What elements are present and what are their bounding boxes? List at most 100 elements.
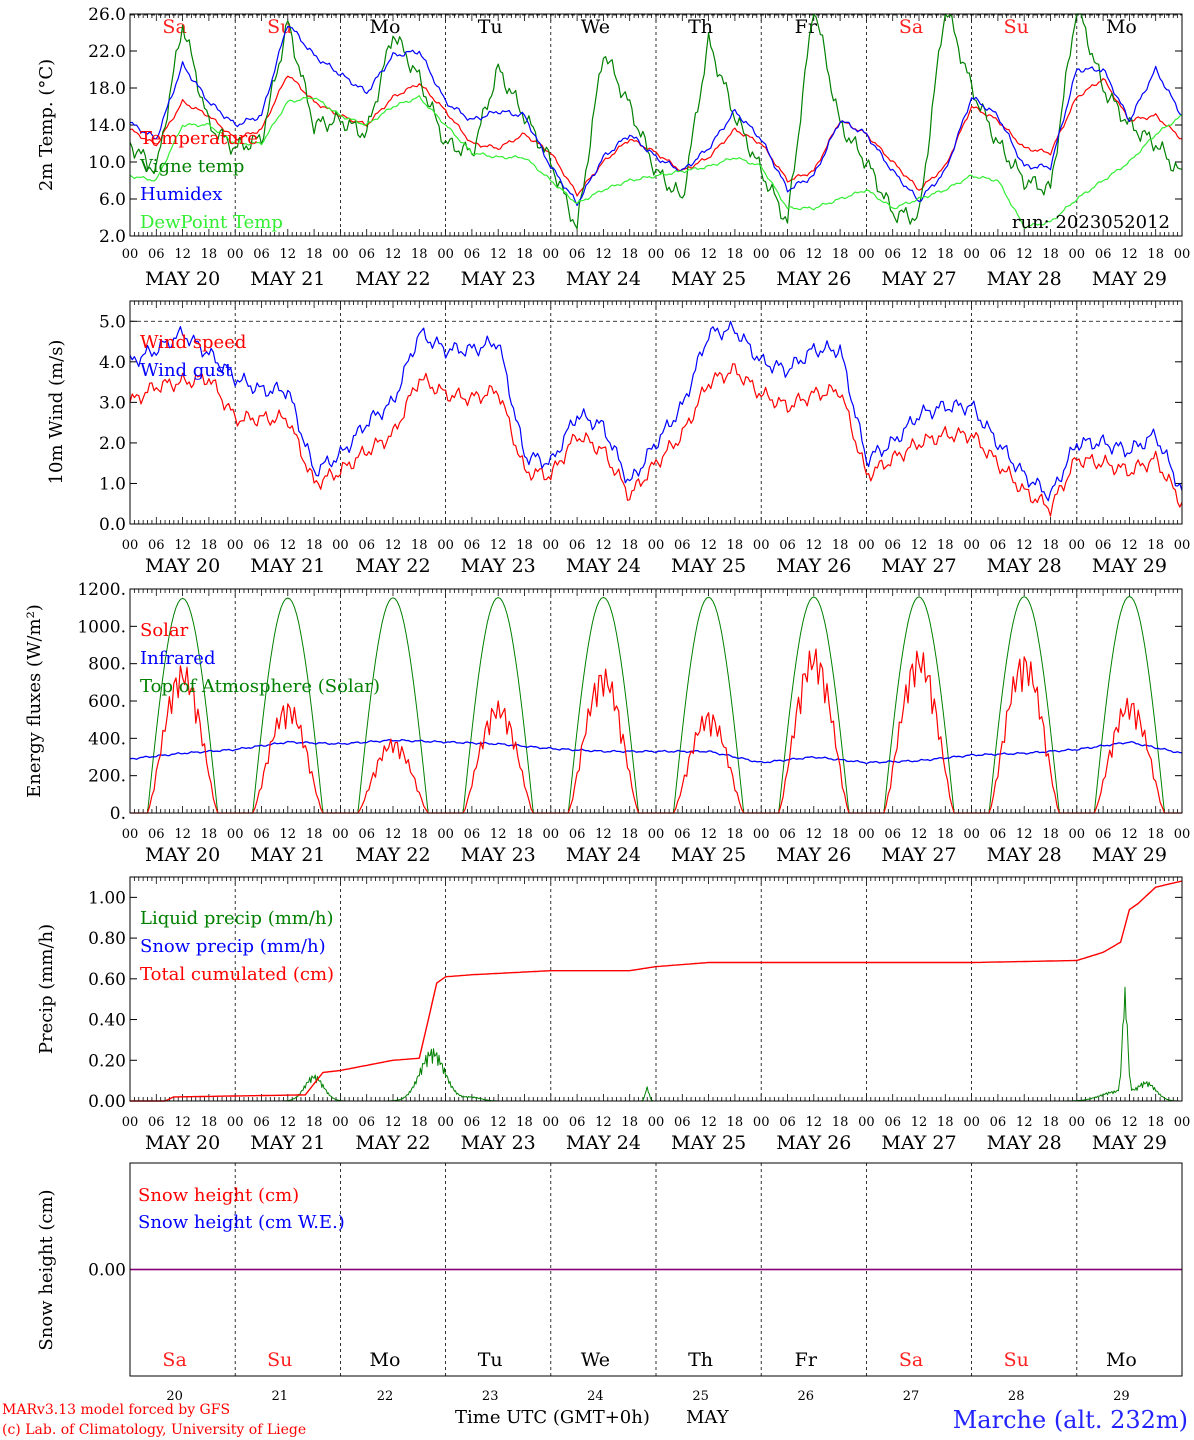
hour-tick-label: 00	[963, 247, 980, 262]
series-temperature	[129, 75, 1183, 197]
hour-tick-label: 12	[1121, 538, 1138, 553]
hour-tick-label: 18	[1147, 1115, 1164, 1130]
hour-tick-label: 18	[516, 827, 533, 842]
hour-tick-label: 00	[858, 827, 875, 842]
day-abbr: We	[581, 1349, 610, 1371]
footer: MARv3.13 model forced by GFS (c) Lab. of…	[2, 1402, 1188, 1438]
y-tick-label: 1.00	[88, 888, 126, 908]
hour-tick-label: 06	[253, 247, 270, 262]
hour-tick-label: 00	[437, 1115, 454, 1130]
y-tick-label: 14.0	[88, 116, 126, 136]
model-credit: MARv3.13 model forced by GFS	[2, 1402, 230, 1418]
hour-tick-label: 06	[358, 1115, 375, 1130]
y-tick-label: 0.00	[88, 1261, 126, 1281]
day-abbr: Su	[1004, 16, 1029, 38]
hour-tick-label: 06	[569, 538, 586, 553]
hour-tick-label: 18	[832, 827, 849, 842]
day-abbr: Mo	[1106, 1349, 1137, 1371]
hour-tick-label: 18	[411, 827, 428, 842]
hour-tick-label: 18	[1042, 538, 1059, 553]
hour-tick-label: 00	[858, 538, 875, 553]
hour-tick-label: 06	[464, 827, 481, 842]
date-label: MAY 24	[566, 1132, 641, 1154]
date-label: MAY 28	[987, 844, 1062, 866]
wind-y-axis-label: 10m Wind (m/s)	[46, 340, 67, 485]
hour-tick-label: 06	[779, 247, 796, 262]
series-vigne-temp	[129, 13, 1183, 230]
legend-vigne-temp: Vigne temp	[139, 156, 244, 177]
hour-tick-label: 18	[1147, 827, 1164, 842]
day-number: 27	[903, 1389, 920, 1404]
hour-tick-label: 06	[358, 827, 375, 842]
hour-tick-label: 06	[253, 538, 270, 553]
hour-tick-label: 06	[358, 538, 375, 553]
day-abbr: Sa	[899, 1349, 923, 1371]
date-label: MAY 28	[987, 268, 1062, 290]
hour-tick-label: 06	[148, 827, 165, 842]
energy-panel: 0. 200. 400. 600. 800. 1000. 1200. 00 06 12 18 MAY …	[24, 580, 1190, 866]
hour-tick-label: 12	[700, 1115, 717, 1130]
hour-tick-label: 06	[674, 538, 691, 553]
day-number: 26	[798, 1389, 815, 1404]
day-abbr: Mo	[370, 16, 401, 38]
hour-tick-label: 12	[595, 247, 612, 262]
hour-tick-label: 06	[884, 1115, 901, 1130]
legend-liquid-precip: Liquid precip (mm/h)	[140, 908, 334, 929]
series-total-cumulated	[130, 880, 1183, 1102]
hour-tick-label: 06	[148, 247, 165, 262]
date-label: MAY 26	[776, 844, 851, 866]
hour-tick-label: 00	[332, 538, 349, 553]
date-label: MAY 22	[355, 555, 430, 577]
date-label: MAY 26	[776, 1132, 851, 1154]
hour-tick-label: 06	[253, 1115, 270, 1130]
y-tick-label: 2.0	[99, 227, 126, 247]
date-label: MAY 21	[250, 555, 325, 577]
hour-tick-label: 06	[1095, 247, 1112, 262]
y-tick-label: 3.0	[99, 393, 126, 413]
snow-y-axis-label: Snow height (cm)	[36, 1189, 57, 1350]
day-abbr: Th	[688, 16, 713, 38]
y-tick-label: 0.80	[88, 929, 126, 949]
hour-tick-label: 12	[595, 827, 612, 842]
y-tick-label: 400.	[88, 729, 126, 749]
hour-tick-label: 18	[1147, 538, 1164, 553]
y-tick-label: 22.0	[88, 42, 126, 62]
hour-tick-label: 12	[911, 538, 928, 553]
hour-tick-label: 00	[1174, 827, 1191, 842]
precip-y-axis-label: Precip (mm/h)	[36, 924, 57, 1054]
hour-tick-label: 00	[437, 827, 454, 842]
hour-tick-label: 06	[990, 538, 1007, 553]
hour-tick-label: 18	[306, 1115, 323, 1130]
hour-tick-label: 12	[1016, 1115, 1033, 1130]
hour-tick-label: 00	[543, 247, 560, 262]
hour-tick-label: 18	[621, 247, 638, 262]
date-label: MAY 29	[1092, 844, 1167, 866]
date-label: MAY 21	[250, 268, 325, 290]
day-abbr: Tu	[478, 1349, 503, 1371]
hour-tick-label: 06	[779, 1115, 796, 1130]
hour-tick-label: 18	[1147, 247, 1164, 262]
series-infrared	[129, 738, 1183, 765]
y-tick-label: 600.	[88, 692, 126, 712]
y-tick-label: 6.0	[99, 190, 126, 210]
y-tick-label: 26.0	[88, 5, 126, 25]
hour-tick-label: 06	[990, 1115, 1007, 1130]
day-abbr: Su	[1004, 1349, 1029, 1371]
hour-tick-label: 00	[648, 247, 665, 262]
lab-copyright: (c) Lab. of Climatology, University of L…	[2, 1422, 306, 1438]
wind-panel: 0.0 1.0 2.0 3.0 4.0 5.0 00 06 12 18 MAY 20 00 06 12 18…	[46, 300, 1190, 577]
hour-tick-label: 06	[569, 827, 586, 842]
time-axis-label: Time UTC (GMT+0h)	[455, 1407, 650, 1428]
hour-tick-label: 06	[1095, 538, 1112, 553]
day-abbr: Su	[267, 16, 292, 38]
temperature-panel: 2.0 6.0 10.0 14.0 18.0 22.0 26.0 00 06 12 18 MAY 20…	[36, 5, 1190, 290]
legend-humidex: Humidex	[140, 184, 222, 205]
date-label: MAY 23	[461, 1132, 536, 1154]
hour-tick-label: 00	[858, 1115, 875, 1130]
hour-tick-label: 00	[753, 1115, 770, 1130]
hour-tick-label: 00	[858, 247, 875, 262]
hour-tick-label: 00	[963, 1115, 980, 1130]
hour-tick-label: 00	[1069, 827, 1086, 842]
legend-temperature: Temperature	[140, 128, 258, 149]
hour-tick-label: 12	[385, 1115, 402, 1130]
